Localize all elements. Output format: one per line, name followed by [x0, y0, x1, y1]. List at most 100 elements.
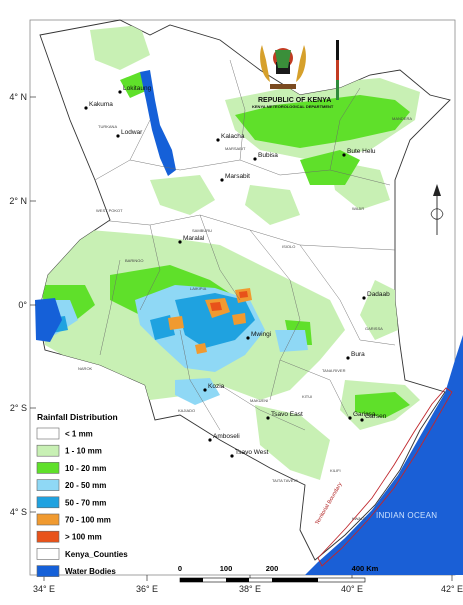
- town-marker: [360, 418, 364, 422]
- county-label: WAJIR: [352, 206, 364, 211]
- county-label: TAITA TAVETA: [272, 478, 299, 483]
- town-label: Mwingi: [251, 331, 271, 338]
- legend-swatch: [36, 427, 60, 440]
- legend-swatch: [36, 530, 60, 543]
- lake-turkana: [140, 70, 176, 176]
- town-label: Lokitaung: [123, 85, 152, 92]
- county-label: KITUI: [302, 394, 312, 399]
- y-tick-label: 4° S: [10, 507, 27, 517]
- legend-swatch: [36, 548, 60, 560]
- indian-ocean: [305, 335, 463, 575]
- town-marker: [116, 134, 120, 138]
- town-marker: [178, 240, 182, 244]
- town-marker: [118, 90, 122, 94]
- county-label: TURKANA: [98, 124, 117, 129]
- lake-victoria: [35, 298, 62, 342]
- legend-label: Kenya_Counties: [65, 550, 128, 559]
- county-label: TANA RIVER: [322, 368, 346, 373]
- county-label: SAMBURU: [192, 228, 212, 233]
- legend: Rainfall Distribution < 1 mm 1 - 10 mm 10 …: [36, 412, 128, 577]
- county-label: BARINGO: [125, 258, 143, 263]
- town-label: Tsavo West: [235, 449, 269, 456]
- rain-over-100: [210, 291, 248, 311]
- county-label: WEST POKOT: [96, 208, 123, 213]
- north-arrow-icon: [430, 184, 444, 235]
- x-tick-label: 40° E: [341, 584, 363, 594]
- legend-swatch: [36, 496, 60, 509]
- legend-swatch: [36, 565, 60, 577]
- county-label: NAROK: [78, 366, 93, 371]
- legend-label: 70 - 100 mm: [65, 516, 111, 525]
- county-label: GARISSA: [365, 326, 383, 331]
- coat-of-arms-icon: [260, 40, 339, 100]
- legend-label: 1 - 10 mm: [65, 447, 102, 456]
- legend-swatch: [36, 479, 60, 491]
- county-label: MARSABIT: [225, 146, 246, 151]
- town-label: Garissa: [353, 411, 376, 418]
- town-label: Garsen: [365, 413, 387, 420]
- water-bodies: [35, 70, 176, 342]
- county-label: KAJIADO: [178, 408, 195, 413]
- county-label: LAIKIPIA: [190, 286, 207, 291]
- county-label: KWALE: [352, 516, 366, 521]
- town-label: Kozia: [208, 383, 225, 390]
- agency-subtitle: KENYA METEOROLOGICAL DEPARTMENT: [252, 104, 334, 109]
- y-tick-label: 2° S: [10, 403, 27, 413]
- legend-swatch: [36, 513, 60, 526]
- legend-label: Water Bodies: [65, 567, 116, 576]
- town-marker: [203, 388, 207, 392]
- x-tick-label: 36° E: [136, 584, 158, 594]
- town-marker: [342, 153, 346, 157]
- town-label: Kalacha: [221, 133, 245, 140]
- rainfall-layer: [38, 25, 420, 505]
- legend-label: 10 - 20 mm: [65, 464, 106, 473]
- town-label: Bubisa: [258, 152, 278, 159]
- town-label: Bute Helu: [347, 148, 376, 155]
- y-tick-label: 0°: [18, 300, 27, 310]
- county-labels: TURKANA WEST POKOT SAMBURU ISIOLO WAJIR MANDE…: [78, 116, 412, 521]
- county-label: ISIOLO: [282, 244, 295, 249]
- town-marker: [84, 106, 88, 110]
- town-marker: [348, 416, 352, 420]
- ocean-label: INDIAN OCEAN: [376, 511, 437, 520]
- town-label: Kakuma: [89, 101, 113, 108]
- legend-label: > 100 mm: [65, 533, 102, 542]
- agency-title: REPUBLIC OF KENYA: [258, 97, 331, 104]
- scale-label: 100: [220, 564, 233, 573]
- town-label: Amboseli: [213, 433, 240, 440]
- town-label: Maralal: [183, 235, 205, 242]
- town-label: Dadaab: [367, 291, 390, 298]
- legend-label: 20 - 50 mm: [65, 481, 106, 490]
- legend-swatch: [36, 462, 60, 474]
- legend-swatch: [36, 444, 60, 457]
- legend-label: < 1 mm: [65, 430, 93, 439]
- town-marker: [253, 157, 257, 161]
- town-label: Tsavo East: [271, 411, 303, 418]
- town-markers: Lokitaung Kakuma Lodwar Kalacha Bubisa Bute H…: [84, 85, 390, 458]
- town-marker: [362, 296, 366, 300]
- town-marker: [220, 178, 224, 182]
- x-tick-label: 42° E: [441, 584, 463, 594]
- scale-label: 0: [178, 564, 182, 573]
- town-label: Marsabit: [225, 173, 250, 180]
- county-label: MAKUENI: [250, 398, 268, 403]
- county-borders: [94, 59, 396, 431]
- legend-label: 50 - 70 mm: [65, 498, 106, 507]
- town-marker: [246, 336, 250, 340]
- town-label: Bura: [351, 351, 365, 358]
- town-marker: [266, 416, 270, 420]
- x-tick-label: 38° E: [239, 584, 261, 594]
- county-label: KILIFI: [330, 468, 341, 473]
- scale-label: 400 Km: [352, 564, 379, 573]
- x-tick-label: 34° E: [33, 584, 55, 594]
- coordinate-ticks: 34° E 36° E 38° E 40° E 42° E 4° N 2° N 0° 2° S 4…: [9, 92, 463, 594]
- legend-title: Rainfall Distribution: [37, 412, 118, 422]
- town-label: Lodwar: [121, 129, 143, 136]
- county-label: MANDERA: [392, 116, 412, 121]
- y-tick-label: 2° N: [9, 196, 27, 206]
- town-marker: [346, 356, 350, 360]
- scale-label: 200: [266, 564, 279, 573]
- territorial-boundary-line: [317, 387, 453, 567]
